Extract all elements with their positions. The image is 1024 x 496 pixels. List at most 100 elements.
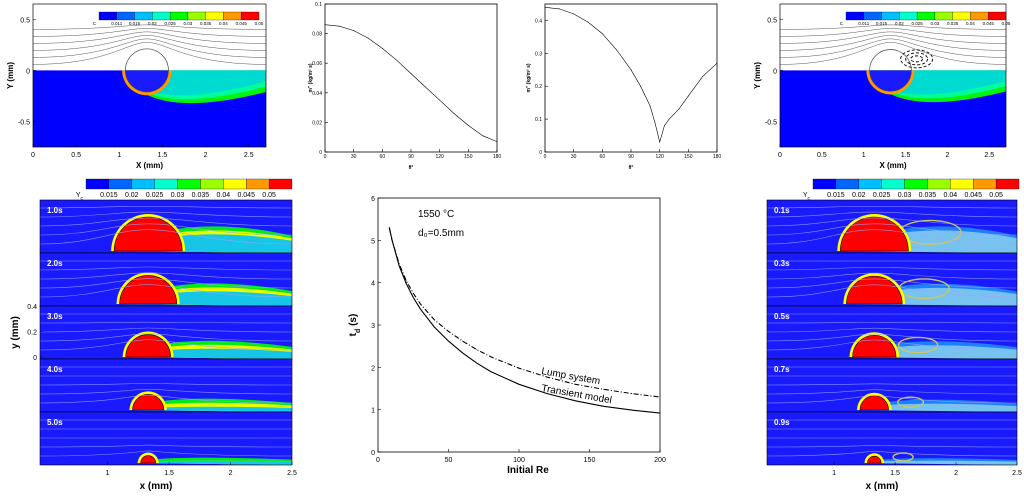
streamline — [767, 395, 1017, 404]
x-tick-label: 0 — [544, 154, 547, 160]
drop-core — [840, 216, 909, 252]
sequence-frame — [767, 412, 1017, 465]
x-tick-label: 90 — [408, 154, 414, 160]
x-axis-label: Initial Re — [507, 465, 549, 476]
series-point — [518, 367, 520, 369]
streamline — [767, 217, 1017, 227]
y-tick-label: 1 — [371, 408, 375, 415]
drop-outline — [869, 49, 912, 92]
streamline — [33, 28, 266, 37]
legend-swatch — [899, 11, 918, 21]
y-tick-label: -0.5 — [765, 119, 777, 126]
legend-value: 0.03 — [171, 192, 185, 199]
y-tick-label: 0.2 — [535, 84, 542, 90]
legend-swatch — [927, 178, 951, 190]
x-tick-label: 2 — [954, 470, 958, 477]
legend-value: 0.015 — [827, 192, 845, 199]
drop-core — [846, 275, 903, 305]
x-tick-label: 1 — [117, 152, 121, 159]
x-tick-label: 50 — [445, 457, 453, 464]
legend-swatch — [154, 178, 178, 190]
series-point — [434, 326, 435, 328]
x-tick-label: 180 — [713, 154, 722, 160]
legend-swatch — [223, 178, 247, 190]
series-point — [453, 113, 455, 114]
streamline — [33, 31, 266, 44]
series-point — [716, 62, 718, 64]
x-tick-label: 2.5 — [984, 152, 994, 159]
streamline — [40, 327, 292, 333]
x-tick-label: 150 — [684, 154, 693, 160]
x-axis-label: x (mm) — [140, 481, 173, 492]
legend-swatch — [934, 11, 953, 21]
legend-swatch — [131, 178, 155, 190]
sequence-frame — [767, 253, 1017, 306]
wake-contour — [856, 403, 1017, 412]
contour-top-right: 0 0.5 1 1.5 2 2.5 0.5 0 -0.5 X (mm) Y (mm) C 0.011 0.… — [753, 3, 1011, 170]
series-point — [439, 99, 441, 101]
y-tick-label: 0 — [539, 150, 542, 156]
y-tick-label: 0.02 — [312, 120, 322, 126]
streamline — [780, 24, 1006, 30]
frame-background — [767, 412, 1017, 465]
x-axis-label: x (mm) — [866, 481, 899, 492]
drop-core — [867, 455, 882, 464]
legend-swatch — [200, 178, 224, 190]
series-point — [367, 37, 369, 39]
series-point — [654, 122, 656, 123]
streamline — [40, 388, 292, 395]
x-tick-label: 30 — [351, 154, 357, 160]
series-point — [546, 393, 548, 394]
wake-contour — [136, 460, 292, 465]
series-point — [601, 33, 603, 34]
legend-symbol: Yc — [803, 192, 811, 202]
y-tick-label: 0.04 — [312, 91, 322, 97]
legend-symbol: C — [93, 21, 97, 26]
streamline — [767, 383, 1017, 386]
sequence-frame — [40, 359, 292, 412]
streamline — [767, 327, 1017, 333]
series-point — [490, 371, 492, 372]
frame-border — [766, 411, 1018, 466]
series-point — [518, 383, 520, 385]
legend-value: 0.03 — [184, 21, 193, 26]
legend-value: 0.04 — [944, 192, 958, 199]
streamline — [767, 322, 1017, 324]
drop-interior — [125, 70, 169, 92]
streamline — [780, 42, 1006, 65]
x-tick-label: 0 — [324, 154, 327, 160]
legend-swatch — [835, 178, 859, 190]
legend-symbol: C — [840, 21, 844, 26]
y-tick-label: -0.5 — [18, 119, 30, 126]
color-legend: C 0.011 0.015 0.02 0.025 0.03 0.035 0.04 0.045 0.… — [93, 11, 264, 26]
x-tick-label: 1.5 — [164, 470, 174, 477]
series-point — [476, 349, 478, 350]
series-point — [353, 30, 355, 32]
streamline — [40, 272, 292, 280]
legend-swatch — [241, 11, 260, 21]
time-label: 5.0s — [47, 418, 63, 427]
y-tick-label: 0.08 — [312, 32, 322, 38]
sequence-frame — [40, 412, 292, 465]
legend-value: 0.03 — [898, 192, 912, 199]
streamline — [40, 394, 292, 404]
x-tick-label: 0 — [31, 152, 35, 159]
y-tick-label: 5 — [371, 238, 375, 245]
legend-swatch — [108, 178, 132, 190]
legend-swatch — [152, 11, 171, 21]
series-point — [476, 362, 478, 364]
legend-swatch — [863, 11, 882, 21]
series-point — [678, 108, 680, 110]
legend-value: 0.035 — [919, 192, 937, 199]
series-point — [482, 135, 484, 137]
recirculation-contour — [900, 49, 934, 69]
legend-value: 0.035 — [192, 192, 210, 199]
x-tick-label: 2.5 — [1012, 470, 1022, 477]
x-tick-label: 120 — [435, 154, 444, 160]
series-point — [659, 396, 661, 398]
streamline — [40, 284, 292, 298]
x-axis-label: θ° — [409, 165, 414, 171]
streamline — [33, 42, 266, 65]
streamline — [40, 278, 292, 289]
legend-swatch — [187, 11, 206, 21]
